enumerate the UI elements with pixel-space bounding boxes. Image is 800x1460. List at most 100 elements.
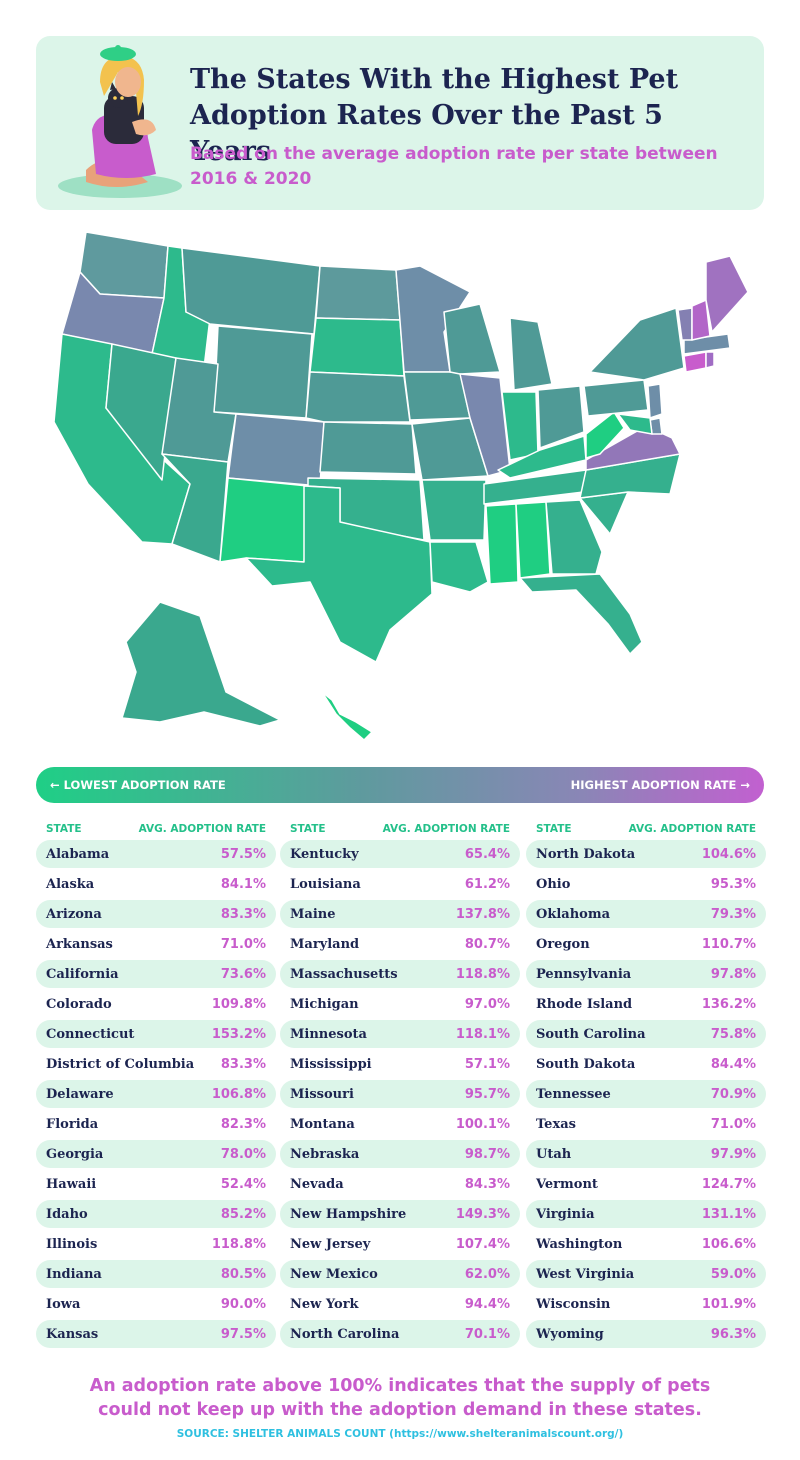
table-row: Pennsylvania 97.8% — [526, 960, 766, 988]
adoption-rate-value: 84.4% — [710, 1056, 756, 1072]
state-name: Nebraska — [290, 1146, 360, 1162]
table-row: Arkansas 71.0% — [36, 930, 276, 958]
adoption-rate-value: 57.5% — [220, 846, 266, 862]
adoption-rate-value: 61.2% — [464, 876, 510, 892]
adoption-rate-value: 52.4% — [220, 1176, 266, 1192]
table-row: Vermont 124.7% — [526, 1170, 766, 1198]
table-row: New Jersey 107.4% — [280, 1230, 520, 1258]
state-name: New Jersey — [290, 1236, 371, 1252]
table-row: Michigan 97.0% — [280, 990, 520, 1018]
table-row: Ohio 95.3% — [526, 870, 766, 898]
state-name: Pennsylvania — [536, 966, 632, 982]
table-row: Delaware 106.8% — [36, 1080, 276, 1108]
adoption-rate-value: 78.0% — [220, 1146, 266, 1162]
table-header: STATE AVG. ADOPTION RATE — [36, 818, 276, 840]
state-name: Alabama — [46, 846, 110, 862]
table-row: West Virginia 59.0% — [526, 1260, 766, 1288]
table-row: North Carolina 70.1% — [280, 1320, 520, 1348]
state-name: Hawaii — [46, 1176, 97, 1192]
adoption-rate-value: 96.3% — [710, 1326, 756, 1342]
state-name: New Mexico — [290, 1266, 378, 1282]
table-row: Illinois 118.8% — [36, 1230, 276, 1258]
state-name: Texas — [536, 1116, 576, 1132]
adoption-rate-value: 59.0% — [710, 1266, 756, 1282]
table-row: South Carolina 75.8% — [526, 1020, 766, 1048]
state-name: Massachusetts — [290, 966, 398, 982]
state-name: Virginia — [536, 1206, 595, 1222]
table-row: Wyoming 96.3% — [526, 1320, 766, 1348]
adoption-rate-value: 82.3% — [220, 1116, 266, 1132]
page-title: The States With the Highest Pet Adoption… — [190, 64, 679, 167]
adoption-rate-value: 79.3% — [710, 906, 756, 922]
state-name: Arkansas — [46, 936, 113, 952]
state-name: Illinois — [46, 1236, 98, 1252]
adoption-rate-value: 84.1% — [220, 876, 266, 892]
state-wisconsin — [443, 303, 501, 375]
state-name: Minnesota — [290, 1026, 367, 1042]
table-row: Oklahoma 79.3% — [526, 900, 766, 928]
state-name: North Dakota — [536, 846, 636, 862]
state-maine — [705, 255, 749, 333]
footnote: An adoption rate above 100% indicates th… — [89, 1376, 711, 1420]
state-nebraska — [305, 371, 411, 423]
state-name: Wyoming — [536, 1326, 604, 1342]
state-colorado — [227, 413, 325, 487]
adoption-rate-value: 80.7% — [464, 936, 510, 952]
table-row: Connecticut 153.2% — [36, 1020, 276, 1048]
adoption-rate-value: 137.8% — [455, 906, 510, 922]
state-name: Oregon — [536, 936, 590, 952]
state-name: California — [46, 966, 119, 982]
table-row: New Hampshire 149.3% — [280, 1200, 520, 1228]
table-column-3: STATE AVG. ADOPTION RATE North Dakota 104… — [526, 818, 766, 1350]
page-subtitle: Based on the average adoption rate per s… — [190, 144, 718, 189]
table-column-1: STATE AVG. ADOPTION RATE Alabama 57.5% Ala… — [36, 818, 276, 1350]
adoption-rate-value: 57.1% — [464, 1056, 510, 1072]
state-name: Colorado — [46, 996, 112, 1012]
table-row: Maryland 80.7% — [280, 930, 520, 958]
state-name: Indiana — [46, 1266, 102, 1282]
adoption-rate-value: 97.8% — [710, 966, 756, 982]
state-name: Oklahoma — [536, 906, 610, 922]
adoption-rate-value: 71.0% — [710, 1116, 756, 1132]
table-row: Utah 97.9% — [526, 1140, 766, 1168]
state-new-york — [589, 307, 685, 381]
header-state: STATE — [290, 823, 326, 835]
adoption-rate-value: 65.4% — [464, 846, 510, 862]
header-rate: AVG. ADOPTION RATE — [138, 823, 266, 835]
state-name: Nevada — [290, 1176, 344, 1192]
state-new-hampshire — [691, 299, 711, 341]
state-name: Michigan — [290, 996, 359, 1012]
state-iowa — [403, 371, 471, 421]
table-row: Arizona 83.3% — [36, 900, 276, 928]
adoption-rate-value: 153.2% — [211, 1026, 266, 1042]
table-row: Kentucky 65.4% — [280, 840, 520, 868]
table-row: District of Columbia 83.3% — [36, 1050, 276, 1078]
header-card: The States With the Highest Pet Adoption… — [36, 36, 764, 210]
state-name: Iowa — [46, 1296, 81, 1312]
state-nevada — [105, 343, 177, 481]
state-name: Missouri — [290, 1086, 354, 1102]
table-row: New Mexico 62.0% — [280, 1260, 520, 1288]
legend-low-label: ← LOWEST ADOPTION RATE — [50, 778, 226, 792]
state-mississippi — [485, 503, 519, 585]
adoption-rate-value: 109.8% — [211, 996, 266, 1012]
table-row: Louisiana 61.2% — [280, 870, 520, 898]
table-header: STATE AVG. ADOPTION RATE — [526, 818, 766, 840]
table-row: Massachusetts 118.8% — [280, 960, 520, 988]
state-arkansas — [421, 479, 487, 541]
state-name: Mississippi — [290, 1056, 372, 1072]
table-row: Indiana 80.5% — [36, 1260, 276, 1288]
adoption-rate-value: 71.0% — [220, 936, 266, 952]
adoption-rate-legend: ← LOWEST ADOPTION RATE HIGHEST ADOPTION … — [36, 767, 764, 803]
adoption-rate-value: 97.5% — [220, 1326, 266, 1342]
state-west-virginia — [585, 411, 625, 459]
adoption-rate-value: 106.6% — [701, 1236, 756, 1252]
adoption-rate-value: 70.9% — [710, 1086, 756, 1102]
state-ohio — [537, 385, 585, 449]
state-name: Kentucky — [290, 846, 359, 862]
adoption-rate-value: 62.0% — [464, 1266, 510, 1282]
state-montana — [181, 247, 321, 335]
table-column-2: STATE AVG. ADOPTION RATE Kentucky 65.4% Lo… — [280, 818, 520, 1350]
adoption-rate-value: 101.9% — [701, 1296, 756, 1312]
adoption-rate-value: 83.3% — [220, 906, 266, 922]
